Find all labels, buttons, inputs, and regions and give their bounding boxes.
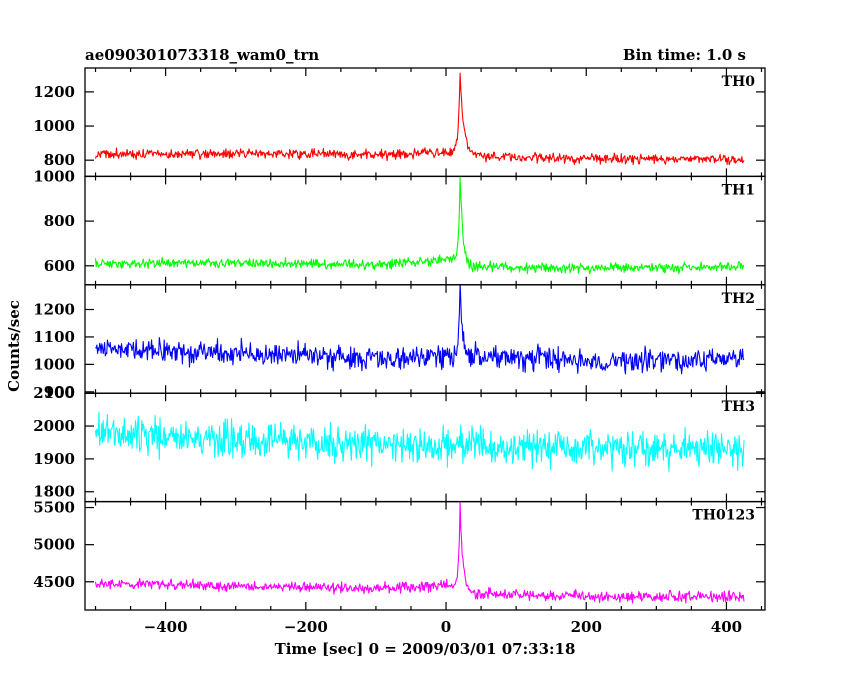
y-tick-label: 2100 [33,384,75,402]
y-tick-label: 1200 [33,300,75,318]
x-tick-label: −200 [284,618,328,636]
x-tick-label: 400 [711,618,742,636]
x-tick-label: 0 [441,618,451,636]
y-tick-label: 2000 [33,417,75,435]
x-axis: −400 −200 0 200 400 [144,618,742,636]
panel-label-th1: TH1 [722,182,755,198]
y-tick-label: 600 [44,257,75,275]
y-tick-label: 5000 [33,536,75,554]
chart-title: ae090301073318_wam0_trn [85,46,319,64]
x-axis-label: Time [sec] 0 = 2009/03/01 07:33:18 [275,640,576,658]
series-line-th0123 [94,501,745,604]
x-tick-label: −400 [144,618,188,636]
y-tick-label: 800 [44,151,75,169]
panel-label-th0: TH0 [722,74,756,90]
series-line-th0 [94,72,745,166]
x-tick-label: 200 [571,618,602,636]
y-tick-label: 1000 [33,117,75,135]
y-tick-label: 1200 [33,83,75,101]
series-line-th1 [94,176,745,275]
panel-label-th2: TH2 [722,291,755,307]
panel-label-th3: TH3 [722,399,755,415]
panel-frame [84,67,766,178]
y-tick-label: 1800 [33,483,75,501]
y-axis-label: Counts/sec [5,300,23,392]
y-tick-label: 1900 [33,450,75,468]
panel-th0: 800 1000 1200 TH0 [33,67,766,178]
y-tick-label: 1000 [33,355,75,373]
panel-th2: 900 1000 1100 1200 TH2 [33,284,766,401]
y-tick-label: 4500 [33,573,75,591]
panel-frame [84,500,766,611]
panel-th0123: 4500 5000 5500 TH0123 [33,499,766,611]
panel-frame [84,284,766,394]
panels-group: 80010001200TH06008001000TH19001000110012… [33,67,766,611]
y-tick-label: 900 [44,383,75,401]
series-line-th2 [95,284,745,375]
series-line-th3 [94,411,745,472]
panel-th1: 600 800 1000 TH1 [33,167,766,286]
y-tick-label: 1100 [33,328,75,346]
y-tick-label: 5500 [33,499,75,517]
y-tick-label: 1000 [33,167,75,185]
y-tick-label: 800 [44,212,75,230]
panel-th3: 1800 1900 2000 2100 TH3 [33,384,766,503]
bin-time-label: Bin time: 1.0 s [623,46,746,64]
panel-label-th0123: TH0123 [692,508,755,524]
